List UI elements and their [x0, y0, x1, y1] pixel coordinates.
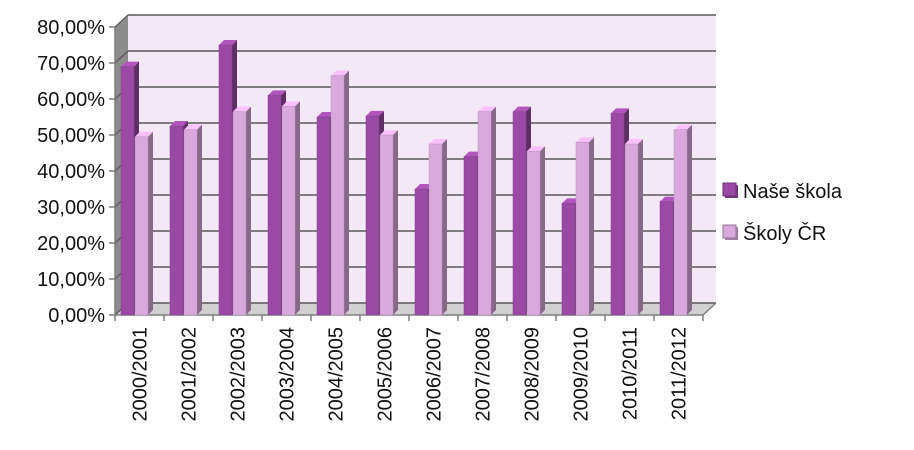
bar-top-nase-skola — [660, 196, 678, 202]
bar-skoly-cr — [428, 143, 443, 316]
bar-top-skoly-cr — [380, 130, 398, 135]
bar-nase-skola — [169, 125, 184, 316]
bar-top-skoly-cr — [625, 139, 643, 144]
bar-top-skoly-cr — [576, 137, 594, 143]
bar-nase-skola — [659, 201, 674, 316]
x-tick-label: 2009/2010 — [571, 327, 593, 422]
x-tick-label: 2004/2005 — [326, 327, 348, 422]
x-tick-label: 2000/2001 — [130, 327, 152, 422]
y-tick-label: 50,00% — [37, 125, 105, 147]
bar-side-skoly-cr — [246, 106, 251, 315]
bar-top-nase-skola — [415, 184, 433, 189]
bar-top-nase-skola — [562, 198, 580, 204]
x-tick-label: 2008/2009 — [522, 327, 544, 422]
bar-skoly-cr — [575, 141, 590, 316]
bar-side-skoly-cr — [344, 70, 349, 315]
y-tick-label: 30,00% — [37, 197, 105, 219]
bar-top-skoly-cr — [184, 124, 202, 130]
bar-nase-skola — [414, 188, 429, 316]
bar-skoly-cr — [330, 75, 345, 316]
bar-nase-skola — [365, 115, 380, 316]
bar-side-skoly-cr — [295, 101, 300, 315]
bar-nase-skola — [463, 156, 478, 316]
bar-top-nase-skola — [464, 151, 482, 157]
gridline-side — [114, 14, 129, 28]
bar-top-skoly-cr — [135, 131, 153, 137]
legend-label-nase-skola: Naše škola — [743, 181, 843, 203]
x-tick-label: 2007/2008 — [473, 327, 495, 422]
y-tick-label: 20,00% — [37, 233, 105, 255]
bar-skoly-cr — [477, 111, 492, 316]
legend-label-skoly-cr: Školy ČR — [743, 222, 826, 245]
bar-top-skoly-cr — [527, 146, 545, 152]
bar-nase-skola — [512, 111, 527, 316]
bar-nase-skola — [267, 95, 282, 316]
bar-skoly-cr — [624, 143, 639, 316]
bar-top-nase-skola — [366, 110, 384, 116]
bar-side-skoly-cr — [687, 124, 692, 315]
gridline-side — [114, 50, 129, 64]
x-axis-depth-line — [702, 302, 717, 316]
bar-nase-skola — [561, 203, 576, 316]
bar-top-skoly-cr — [674, 124, 692, 130]
bar-nase-skola — [316, 116, 331, 316]
x-tick-label: 2011/2012 — [669, 327, 691, 420]
y-tick-label: 40,00% — [37, 161, 105, 183]
bar-top-nase-skola — [513, 106, 531, 112]
y-tick-label: 80,00% — [37, 17, 105, 39]
bar-nase-skola — [610, 113, 625, 316]
bar-top-nase-skola — [611, 108, 629, 114]
legend-swatch-skoly-cr — [722, 224, 737, 239]
y-tick-label: 60,00% — [37, 89, 105, 111]
bar-side-skoly-cr — [393, 130, 398, 315]
bar-top-skoly-cr — [233, 106, 251, 112]
y-tick-label: 70,00% — [37, 53, 105, 75]
bar-skoly-cr — [379, 134, 394, 316]
x-tick-label: 2002/2003 — [228, 327, 250, 422]
bar-skoly-cr — [183, 129, 198, 316]
bar-nase-skola — [218, 44, 233, 316]
x-tick-label: 2006/2007 — [424, 327, 446, 422]
x-tick-label: 2001/2002 — [179, 327, 201, 422]
bar-top-skoly-cr — [282, 101, 300, 107]
bar-top-skoly-cr — [478, 106, 496, 112]
bar-top-skoly-cr — [429, 139, 447, 144]
bar-top-nase-skola — [317, 112, 335, 117]
legend-swatch-nase-skola — [722, 182, 737, 197]
bar-skoly-cr — [673, 129, 688, 316]
bar-top-nase-skola — [268, 90, 286, 96]
bar-side-skoly-cr — [589, 137, 594, 315]
bar-side-skoly-cr — [442, 139, 447, 315]
bar-side-skoly-cr — [540, 146, 545, 315]
x-tick-label: 2005/2006 — [375, 327, 397, 422]
bar-side-skoly-cr — [638, 139, 643, 315]
x-tick-label: 2010/2011 — [620, 327, 642, 420]
bar-top-nase-skola — [170, 121, 188, 126]
bar-skoly-cr — [281, 105, 296, 316]
bar-skoly-cr — [134, 136, 149, 316]
bar-side-skoly-cr — [491, 106, 496, 315]
bar-nase-skola — [120, 66, 135, 316]
bar-skoly-cr — [232, 111, 247, 316]
bar-side-skoly-cr — [148, 131, 153, 315]
x-tick-label: 2003/2004 — [277, 327, 299, 422]
bar-top-nase-skola — [121, 61, 139, 67]
bar-side-skoly-cr — [197, 124, 202, 315]
bar-top-nase-skola — [219, 40, 237, 45]
bar-skoly-cr — [526, 150, 541, 316]
y-tick-label: 10,00% — [37, 269, 105, 291]
bar-top-skoly-cr — [331, 70, 349, 76]
y-tick-label: 0,00% — [48, 305, 105, 327]
